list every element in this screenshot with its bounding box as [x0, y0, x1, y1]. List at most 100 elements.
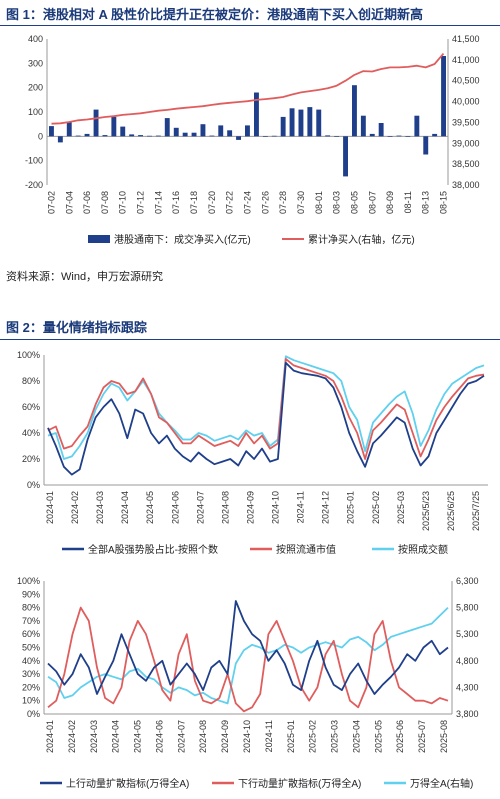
chart-3-legend-downside-label: 下行动量扩散指标(万得全A) — [238, 777, 361, 790]
chart-2-x-tick-15: 2025/5/23 — [421, 491, 431, 531]
chart-1-bar-27 — [289, 108, 295, 137]
chart-1-bar-1 — [57, 136, 63, 143]
chart-1-bar-22 — [245, 125, 250, 137]
chart-1-bar-2 — [66, 122, 72, 137]
chart-3-x-tick-10: 2024-11 — [264, 720, 274, 752]
chart-1-x-tick-15: 08-01 — [314, 191, 324, 214]
chart-1-bar-9 — [129, 134, 135, 137]
chart-1-x-tick-4: 07-10 — [118, 191, 128, 214]
chart-1-left-tick-1: 300 — [28, 58, 43, 68]
chart-3-left-tick-10: 0% — [27, 709, 40, 719]
chart-3-legend-upside-label: 上行动量扩散指标(万得全A) — [66, 777, 189, 790]
chart-1-bar-14 — [173, 127, 179, 137]
chart-2-x-tick-14: 2025-03 — [396, 491, 406, 524]
chart-1-bar-10 — [138, 135, 143, 137]
chart-3-x-tick-8: 2024-09 — [220, 720, 230, 753]
chart-1-bar-36 — [369, 133, 375, 137]
chart-1-left-tick-6: -200 — [25, 180, 43, 190]
chart-3-downside-momentum-line — [47, 606, 449, 713]
chart-3-left-tick-7: 30% — [22, 669, 40, 679]
chart-3-x-tick-4: 2024-05 — [133, 720, 143, 753]
chart-2-x-tick-11: 2024-12 — [321, 491, 331, 524]
chart-1-right-tick-7: 38,000 — [452, 180, 480, 190]
chart-1-x-tick-9: 07-20 — [207, 191, 217, 214]
chart-3-x-tick-0: 2024-01 — [45, 720, 55, 753]
chart-1-right-tick-0: 41,500 — [452, 34, 480, 44]
chart-1-legend-line-label: 累计净买入(右轴，亿元) — [308, 233, 415, 246]
chart-1-bar-11 — [147, 135, 152, 137]
chart-1-x-tick-3: 07-08 — [100, 191, 110, 214]
chart-1-bar-37 — [378, 123, 384, 137]
chart-1-right-tick-6: 38,500 — [452, 159, 480, 169]
chart-1-x-tick-8: 07-18 — [189, 191, 199, 214]
chart-3-legend-wind-all-a-label: 万得全A(右轴) — [410, 777, 473, 790]
chart-2-legend-float-cap-label: 按照流通市值 — [276, 543, 336, 556]
chart-1-x-tick-20: 08-11 — [403, 191, 413, 213]
chart-3-right-tick-5: 3,800 — [456, 709, 479, 719]
chart-2-x-tick-3: 2024-04 — [120, 491, 130, 524]
chart-1-x-tick-19: 08-09 — [385, 191, 395, 214]
chart-1-bar-0 — [49, 126, 54, 137]
chart-1-x-tick-10: 07-22 — [225, 191, 235, 214]
chart-1-southbound-flows: 400 300 200 100 0 -100 -200 41,500 41,000 40,500 4… — [25, 34, 480, 246]
chart-2-x-tick-9: 2024-10 — [271, 491, 281, 524]
chart-1-bar-5 — [93, 109, 99, 137]
chart-3-x-tick-5: 2024-06 — [154, 720, 164, 753]
chart-1-bar-43 — [432, 133, 438, 137]
chart-3-x-tick-2: 2024-03 — [89, 720, 99, 753]
chart-1-bar-7 — [111, 116, 117, 137]
chart-3-left-tick-0: 100% — [17, 576, 40, 586]
chart-1-bar-8 — [120, 126, 126, 137]
chart-1-x-tick-13: 07-28 — [278, 191, 288, 214]
chart-1-x-tick-16: 08-03 — [332, 191, 342, 214]
chart-1-x-tick-6: 07-14 — [153, 191, 163, 214]
chart-3-left-tick-1: 90% — [22, 589, 40, 599]
chart-3-right-tick-1: 5,800 — [456, 603, 479, 613]
chart-3-right-tick-2: 5,300 — [456, 629, 479, 639]
chart-2-y-tick-3: 40% — [22, 428, 40, 438]
chart-1-bar-42 — [423, 136, 429, 155]
chart-3-left-tick-9: 10% — [22, 696, 40, 706]
chart-2-y-tick-2: 60% — [22, 402, 40, 412]
chart-2-series-turnover-line — [47, 355, 485, 460]
chart-3-x-tick-6: 2024-07 — [176, 720, 186, 753]
chart-1-left-tick-5: -100 — [25, 156, 43, 166]
chart-1-legend-bar-swatch — [88, 235, 110, 243]
chart-3-x-tick-3: 2024-04 — [111, 720, 121, 753]
figure-1-source: 资料来源：Wind，申万宏源研究 — [6, 271, 164, 283]
chart-1-right-tick-4: 39,500 — [452, 117, 480, 127]
chart-2-x-tick-7: 2024-08 — [220, 491, 230, 524]
chart-3-x-tick-15: 2025-05 — [373, 720, 383, 753]
chart-1-bar-18 — [209, 135, 215, 137]
chart-1-right-tick-3: 40,000 — [452, 97, 480, 107]
chart-1-bar-32 — [334, 136, 340, 137]
chart-1-x-tick-22: 08-15 — [439, 191, 449, 214]
chart-3-x-tick-17: 2025-07 — [417, 720, 427, 753]
chart-3-x-tick-14: 2025-04 — [351, 720, 361, 753]
chart-3-x-tick-16: 2025-06 — [395, 720, 405, 753]
chart-1-bar-24 — [262, 136, 268, 137]
chart-3-left-tick-8: 20% — [22, 682, 40, 692]
chart-2-x-tick-0: 2024-01 — [45, 491, 55, 524]
chart-2-x-tick-1: 2024-02 — [70, 491, 80, 524]
chart-3-wind-all-a-line — [47, 606, 449, 705]
chart-1-bar-28 — [298, 109, 304, 137]
chart-1-x-tick-1: 07-04 — [64, 191, 74, 214]
figure-2-title: 图 2：量化情绪指标跟踪 — [6, 320, 147, 335]
chart-1-bar-15 — [182, 132, 188, 137]
chart-2-legend-turnover-label: 按照成交额 — [398, 543, 448, 556]
chart-1-left-tick-3: 100 — [28, 107, 43, 117]
chart-1-bar-16 — [191, 132, 197, 137]
chart-3-momentum-diffusion: 100% 90% 80% 70% 60% 50% 40% 30% 20% 10% 0% 6,300 5,… — [17, 576, 479, 790]
chart-1-left-tick-2: 200 — [28, 83, 43, 93]
chart-1-bar-41 — [414, 115, 420, 137]
chart-1-bar-30 — [316, 109, 322, 137]
chart-1-bar-23 — [254, 92, 259, 137]
chart-2-y-tick-1: 80% — [22, 376, 40, 386]
chart-3-x-tick-7: 2024-08 — [198, 720, 208, 753]
chart-1-right-tick-5: 39,000 — [452, 138, 480, 148]
chart-1-x-tick-11: 07-24 — [243, 191, 253, 214]
chart-3-left-tick-4: 60% — [22, 629, 40, 639]
chart-1-bar-13 — [164, 118, 170, 137]
chart-1-x-tick-14: 07-30 — [296, 191, 306, 214]
